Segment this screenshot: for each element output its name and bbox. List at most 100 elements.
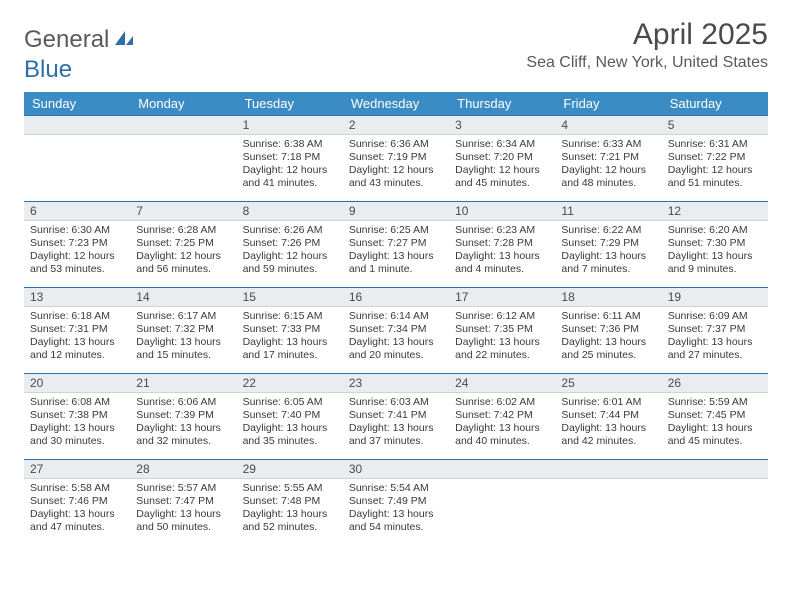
calendar-cell: 3Sunrise: 6:34 AMSunset: 7:20 PMDaylight…: [449, 115, 555, 201]
sunset-line: Sunset: 7:37 PM: [668, 323, 762, 336]
day-body: Sunrise: 6:06 AMSunset: 7:39 PMDaylight:…: [130, 393, 236, 449]
sunset-line: Sunset: 7:35 PM: [455, 323, 549, 336]
day-body: Sunrise: 5:55 AMSunset: 7:48 PMDaylight:…: [237, 479, 343, 535]
sunrise-line: Sunrise: 6:17 AM: [136, 310, 230, 323]
calendar-cell: 20Sunrise: 6:08 AMSunset: 7:38 PMDayligh…: [24, 373, 130, 459]
day-body: [130, 135, 236, 138]
location: Sea Cliff, New York, United States: [526, 54, 768, 72]
sunrise-line: Sunrise: 6:26 AM: [243, 224, 337, 237]
sunset-line: Sunset: 7:19 PM: [349, 151, 443, 164]
calendar-cell: 2Sunrise: 6:36 AMSunset: 7:19 PMDaylight…: [343, 115, 449, 201]
sunset-line: Sunset: 7:23 PM: [30, 237, 124, 250]
day-body: Sunrise: 6:30 AMSunset: 7:23 PMDaylight:…: [24, 221, 130, 277]
daylight-line: Daylight: 13 hours and 37 minutes.: [349, 422, 443, 448]
sunrise-line: Sunrise: 6:06 AM: [136, 396, 230, 409]
daylight-line: Daylight: 13 hours and 27 minutes.: [668, 336, 762, 362]
calendar-header-row: SundayMondayTuesdayWednesdayThursdayFrid…: [24, 92, 768, 115]
day-number-bar: 7: [130, 201, 236, 221]
calendar-cell: 13Sunrise: 6:18 AMSunset: 7:31 PMDayligh…: [24, 287, 130, 373]
sunset-line: Sunset: 7:48 PM: [243, 495, 337, 508]
sunset-line: Sunset: 7:30 PM: [668, 237, 762, 250]
day-number-bar: 25: [555, 373, 661, 393]
sunrise-line: Sunrise: 6:12 AM: [455, 310, 549, 323]
calendar-cell: [130, 115, 236, 201]
daylight-line: Daylight: 13 hours and 15 minutes.: [136, 336, 230, 362]
day-body: Sunrise: 6:03 AMSunset: 7:41 PMDaylight:…: [343, 393, 449, 449]
sunset-line: Sunset: 7:34 PM: [349, 323, 443, 336]
sunset-line: Sunset: 7:49 PM: [349, 495, 443, 508]
sunset-line: Sunset: 7:27 PM: [349, 237, 443, 250]
day-body: Sunrise: 6:38 AMSunset: 7:18 PMDaylight:…: [237, 135, 343, 191]
day-number-bar: [449, 459, 555, 479]
sunset-line: Sunset: 7:39 PM: [136, 409, 230, 422]
day-body: Sunrise: 6:11 AMSunset: 7:36 PMDaylight:…: [555, 307, 661, 363]
daylight-line: Daylight: 12 hours and 45 minutes.: [455, 164, 549, 190]
sunset-line: Sunset: 7:20 PM: [455, 151, 549, 164]
sunrise-line: Sunrise: 5:59 AM: [668, 396, 762, 409]
day-body: Sunrise: 6:25 AMSunset: 7:27 PMDaylight:…: [343, 221, 449, 277]
logo-sail-icon: [113, 26, 135, 54]
day-number-bar: 24: [449, 373, 555, 393]
calendar-cell: [555, 459, 661, 545]
day-number-bar: 1: [237, 115, 343, 135]
logo-text-general: General: [24, 26, 109, 54]
sunrise-line: Sunrise: 6:15 AM: [243, 310, 337, 323]
day-number-bar: 10: [449, 201, 555, 221]
daylight-line: Daylight: 12 hours and 51 minutes.: [668, 164, 762, 190]
calendar-cell: 19Sunrise: 6:09 AMSunset: 7:37 PMDayligh…: [662, 287, 768, 373]
day-body: Sunrise: 6:23 AMSunset: 7:28 PMDaylight:…: [449, 221, 555, 277]
day-number-bar: 18: [555, 287, 661, 307]
calendar-body: 1Sunrise: 6:38 AMSunset: 7:18 PMDaylight…: [24, 115, 768, 545]
calendar-cell: 24 Sunrise: 6:02 AMSunset: 7:42 PMDayligh…: [449, 373, 555, 459]
calendar-page: General April 2025 Sea Cliff, New York, …: [0, 0, 792, 612]
daylight-line: Daylight: 13 hours and 40 minutes.: [455, 422, 549, 448]
calendar-cell: 25Sunrise: 6:01 AMSunset: 7:44 PMDayligh…: [555, 373, 661, 459]
calendar-cell: [24, 115, 130, 201]
sunrise-line: Sunrise: 6:11 AM: [561, 310, 655, 323]
daylight-line: Daylight: 13 hours and 9 minutes.: [668, 250, 762, 276]
day-body: [24, 135, 130, 138]
day-number-bar: 3: [449, 115, 555, 135]
weekday-header: Saturday: [662, 92, 768, 115]
sunset-line: Sunset: 7:31 PM: [30, 323, 124, 336]
daylight-line: Daylight: 13 hours and 17 minutes.: [243, 336, 337, 362]
calendar-cell: 8Sunrise: 6:26 AMSunset: 7:26 PMDaylight…: [237, 201, 343, 287]
sunrise-line: Sunrise: 6:02 AM: [455, 396, 549, 409]
calendar-cell: [449, 459, 555, 545]
sunset-line: Sunset: 7:45 PM: [668, 409, 762, 422]
sunrise-line: Sunrise: 6:25 AM: [349, 224, 443, 237]
day-body: Sunrise: 6:15 AMSunset: 7:33 PMDaylight:…: [237, 307, 343, 363]
sunrise-line: Sunrise: 5:55 AM: [243, 482, 337, 495]
sunrise-line: Sunrise: 6:09 AM: [668, 310, 762, 323]
day-body: Sunrise: 6:34 AMSunset: 7:20 PMDaylight:…: [449, 135, 555, 191]
day-number-bar: [662, 459, 768, 479]
daylight-line: Daylight: 13 hours and 54 minutes.: [349, 508, 443, 534]
daylight-line: Daylight: 13 hours and 20 minutes.: [349, 336, 443, 362]
day-number-bar: 8: [237, 201, 343, 221]
calendar-cell: 28Sunrise: 5:57 AMSunset: 7:47 PMDayligh…: [130, 459, 236, 545]
day-number-bar: 16: [343, 287, 449, 307]
sunrise-line: Sunrise: 6:23 AM: [455, 224, 549, 237]
logo-text-blue: Blue: [24, 56, 72, 84]
day-body: Sunrise: 6:09 AMSunset: 7:37 PMDaylight:…: [662, 307, 768, 363]
day-number-bar: 11: [555, 201, 661, 221]
day-number-bar: 12: [662, 201, 768, 221]
day-body: Sunrise: 5:54 AMSunset: 7:49 PMDaylight:…: [343, 479, 449, 535]
weekday-header: Thursday: [449, 92, 555, 115]
sunset-line: Sunset: 7:18 PM: [243, 151, 337, 164]
calendar-cell: 29Sunrise: 5:55 AMSunset: 7:48 PMDayligh…: [237, 459, 343, 545]
sunset-line: Sunset: 7:42 PM: [455, 409, 549, 422]
day-number-bar: 22: [237, 373, 343, 393]
calendar-cell: 17Sunrise: 6:12 AMSunset: 7:35 PMDayligh…: [449, 287, 555, 373]
calendar-cell: 10Sunrise: 6:23 AMSunset: 7:28 PMDayligh…: [449, 201, 555, 287]
sunset-line: Sunset: 7:25 PM: [136, 237, 230, 250]
day-body: Sunrise: 6:01 AMSunset: 7:44 PMDaylight:…: [555, 393, 661, 449]
daylight-line: Daylight: 12 hours and 41 minutes.: [243, 164, 337, 190]
sunrise-line: Sunrise: 6:05 AM: [243, 396, 337, 409]
sunrise-line: Sunrise: 6:20 AM: [668, 224, 762, 237]
day-number-bar: [555, 459, 661, 479]
sunset-line: Sunset: 7:33 PM: [243, 323, 337, 336]
day-body: Sunrise: 6:31 AMSunset: 7:22 PMDaylight:…: [662, 135, 768, 191]
weekday-header: Tuesday: [237, 92, 343, 115]
sunrise-line: Sunrise: 5:57 AM: [136, 482, 230, 495]
